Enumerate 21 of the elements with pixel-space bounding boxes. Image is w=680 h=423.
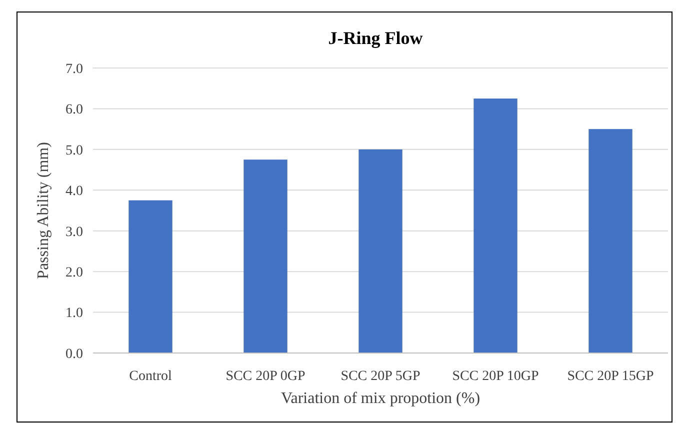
y-tick-label: 4.0 — [66, 184, 83, 200]
x-tick-label: SCC 20P 0GP — [226, 369, 306, 384]
y-tick-label: 3.0 — [66, 224, 83, 240]
y-tick-label: 6.0 — [66, 102, 83, 118]
x-tick-label: SCC 20P 10GP — [452, 369, 540, 384]
x-tick-label: SCC 20P 15GP — [567, 369, 654, 384]
y-tick-label: 7.0 — [66, 62, 83, 77]
bar — [128, 200, 172, 353]
y-tick-label: 0.0 — [66, 346, 83, 362]
bar — [244, 160, 288, 353]
y-tick-label: 1.0 — [66, 306, 83, 322]
x-tick-label: SCC 20P 5GP — [340, 369, 421, 384]
x-tick-label: Control — [129, 369, 172, 384]
y-axis-title: Passing Ability (mm) — [35, 142, 52, 279]
y-tick-label: 2.0 — [66, 265, 83, 280]
y-tick-label: 5.0 — [66, 143, 83, 158]
bar — [588, 129, 632, 353]
x-axis-title: Variation of mix propotion (%) — [280, 390, 480, 407]
chart-title: J-Ring Flow — [328, 28, 423, 48]
bar — [474, 98, 518, 353]
bar — [358, 149, 402, 353]
